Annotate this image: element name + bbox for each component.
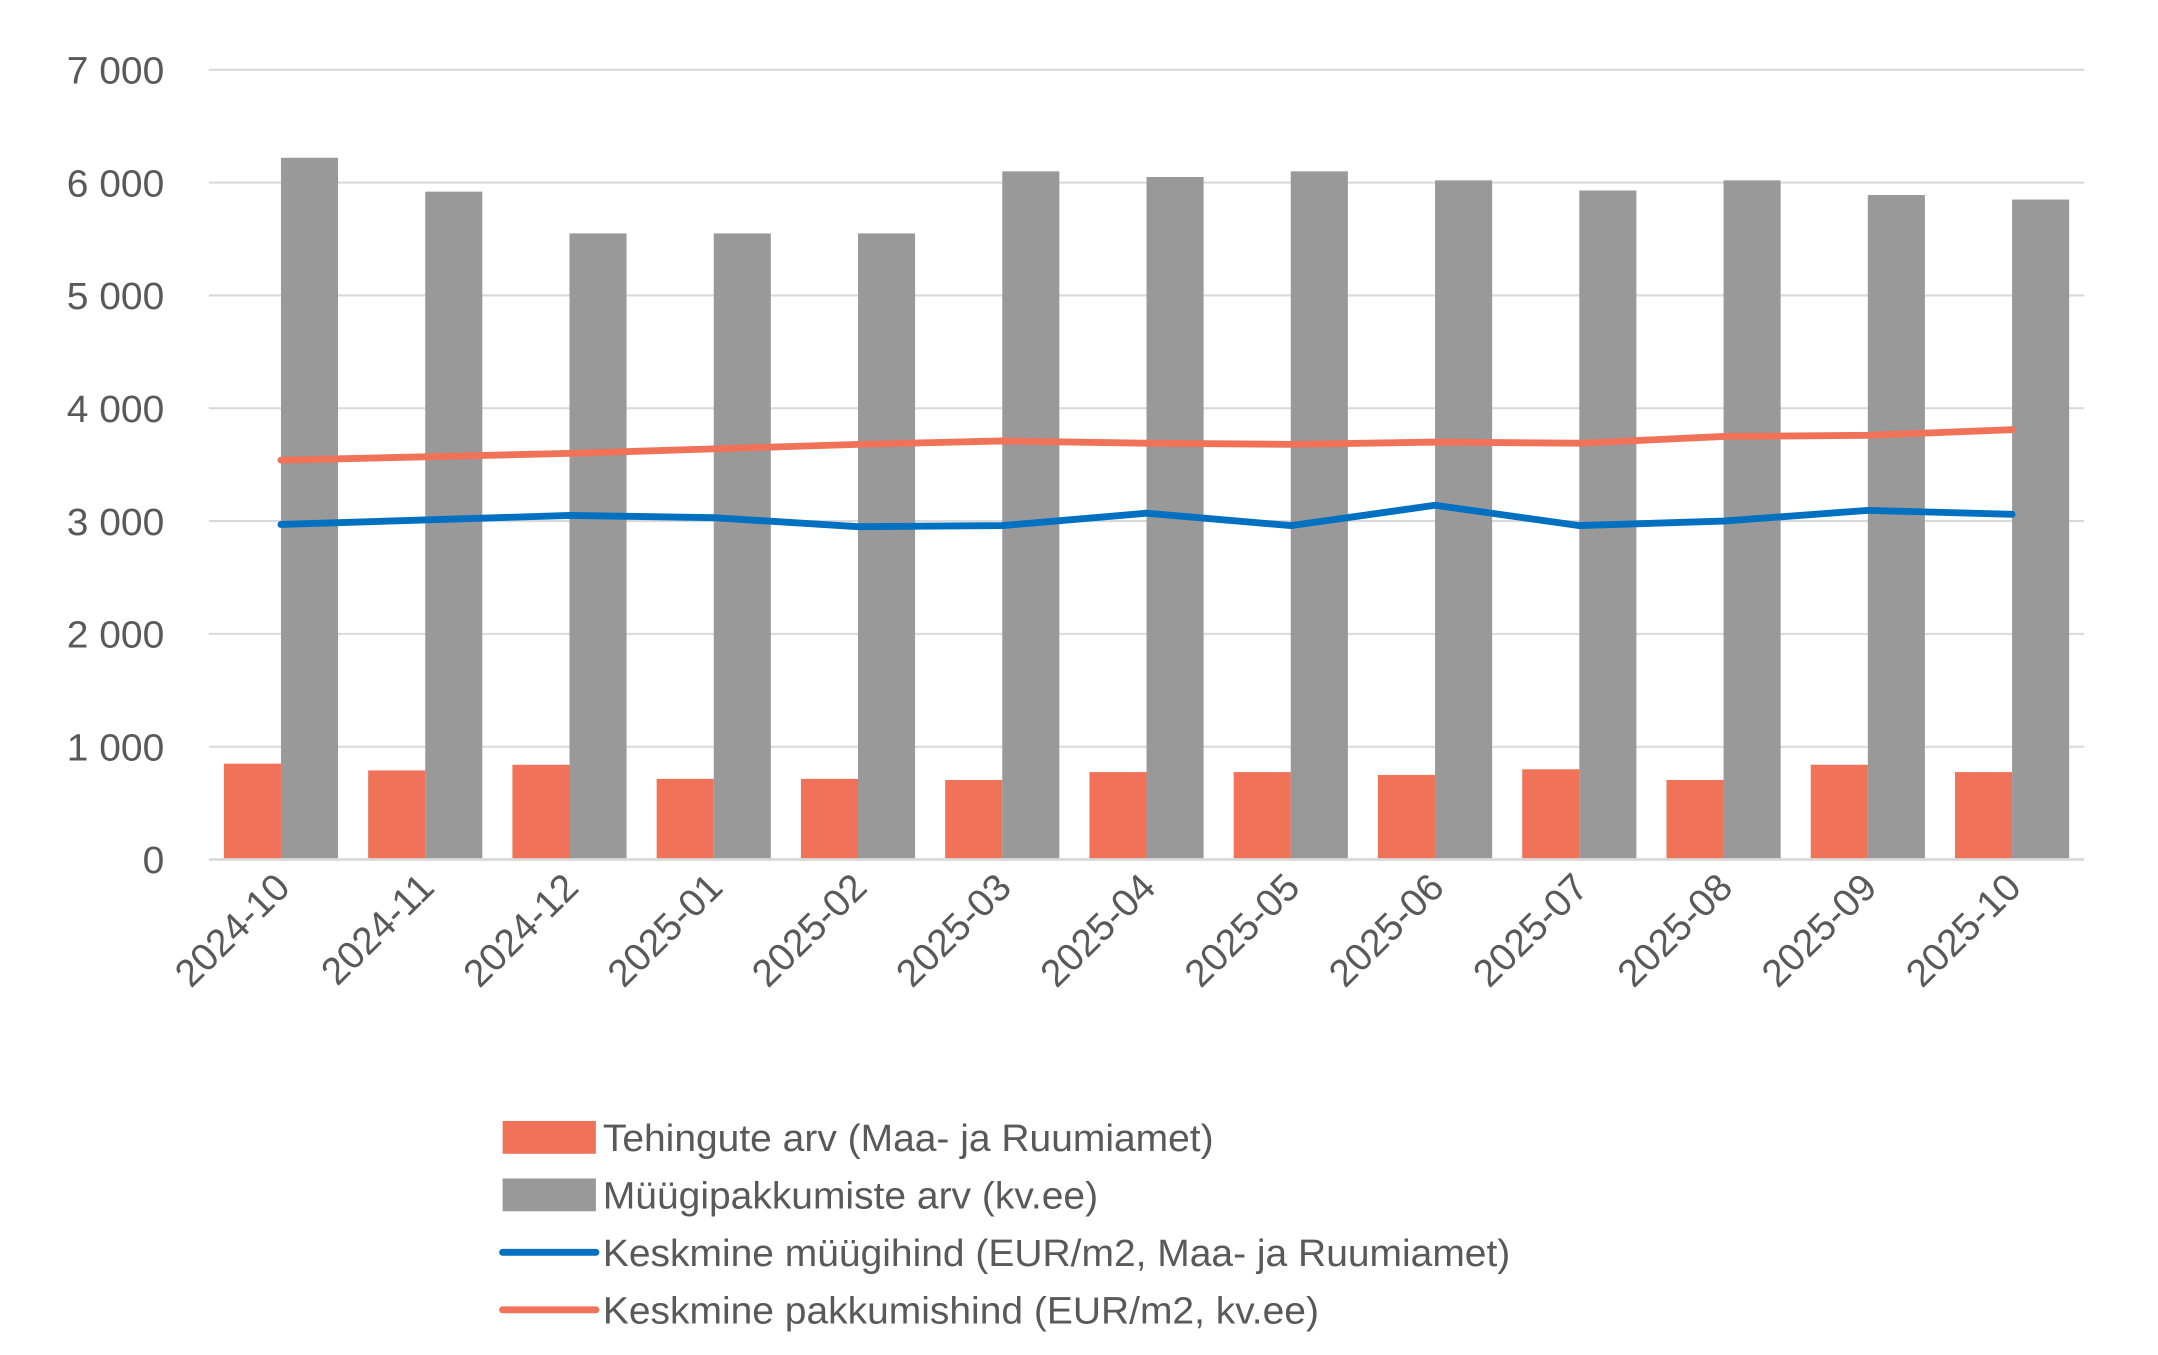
bar-tehingute-arv (1377, 774, 1436, 860)
legend-label: Tehingute arv (Maa- ja Ruumiamet) (603, 1117, 1214, 1160)
bar-myygipakkumiste-arv (1002, 171, 1060, 860)
x-tick-label: 2025-02 (744, 866, 876, 996)
bar-tehingute-arv (945, 779, 1003, 860)
bar-tehingute-arv (1089, 772, 1147, 860)
bar-tehingute-arv (1954, 772, 2013, 860)
legend-swatch (502, 1120, 596, 1154)
bar-myygipakkumiste-arv (858, 233, 916, 860)
x-tick-label: 2025-01 (600, 866, 732, 996)
bar-tehingute-arv (1522, 769, 1580, 860)
bar-myygipakkumiste-arv (280, 157, 339, 860)
legend: Tehingute arv (Maa- ja Ruumiamet) Müügipa… (499, 1117, 1510, 1333)
lines (277, 426, 2016, 531)
bar-tehingute-arv (223, 763, 281, 860)
bar-myygipakkumiste-arv (2012, 199, 2070, 860)
legend-label: Keskmine müügihind (EUR/m2, Maa- ja Ruum… (603, 1232, 1510, 1275)
bar-tehingute-arv (1233, 772, 1291, 860)
x-tick-label: 2025-06 (1321, 866, 1453, 996)
bar-myygipakkumiste-arv (425, 191, 483, 860)
line-keskmine-pakkumishind (277, 426, 2016, 464)
y-tick-label: 0 (143, 840, 165, 883)
bar-tehingute-arv (1666, 779, 1724, 860)
legend-swatch (502, 1178, 596, 1212)
x-tick-label: 2025-10 (1898, 866, 2030, 996)
bars (223, 157, 2070, 860)
bar-tehingute-arv (512, 764, 570, 860)
bar-tehingute-arv (368, 770, 426, 860)
legend-label: Keskmine pakkumishind (EUR/m2, kv.ee) (603, 1290, 1319, 1333)
y-tick-label: 5 000 (67, 275, 165, 318)
bar-myygipakkumiste-arv (1290, 171, 1348, 860)
bar-tehingute-arv (656, 778, 714, 860)
bar-myygipakkumiste-arv (569, 233, 627, 860)
x-tick-label: 2024-12 (455, 866, 587, 996)
bar-tehingute-arv (1810, 764, 1868, 860)
x-tick-label: 2025-03 (888, 866, 1020, 996)
x-axis-ticks: 2024-10 2024-11 2024-12 2025-01 2025-02 2025-… (167, 866, 2030, 996)
bar-myygipakkumiste-arv (1867, 195, 1925, 860)
y-tick-label: 1 000 (67, 727, 165, 770)
x-tick-label: 2024-10 (167, 866, 299, 996)
gridlines (208, 68, 2085, 748)
bar-myygipakkumiste-arv (1435, 180, 1493, 860)
x-tick-label: 2024-11 (313, 866, 443, 994)
x-tick-label: 2025-05 (1177, 866, 1309, 996)
y-tick-label: 2 000 (67, 614, 165, 657)
legend-label: Müügipakkumiste arv (kv.ee) (603, 1175, 1098, 1218)
x-tick-label: 2025-08 (1609, 866, 1741, 996)
y-axis-ticks: 0 1 000 2 000 3 000 4 000 5 000 6 000 7 000 (67, 50, 165, 882)
y-tick-label: 6 000 (67, 163, 165, 206)
bar-myygipakkumiste-arv (713, 233, 771, 860)
x-tick-label: 2025-07 (1465, 866, 1597, 996)
x-tick-label: 2025-04 (1032, 866, 1164, 996)
y-tick-label: 3 000 (67, 501, 165, 544)
line-keskmine-myygihind (277, 501, 2016, 531)
y-tick-label: 4 000 (67, 388, 165, 431)
bar-tehingute-arv (800, 778, 859, 860)
x-tick-label: 2025-09 (1754, 866, 1886, 996)
y-tick-label: 7 000 (67, 50, 165, 93)
